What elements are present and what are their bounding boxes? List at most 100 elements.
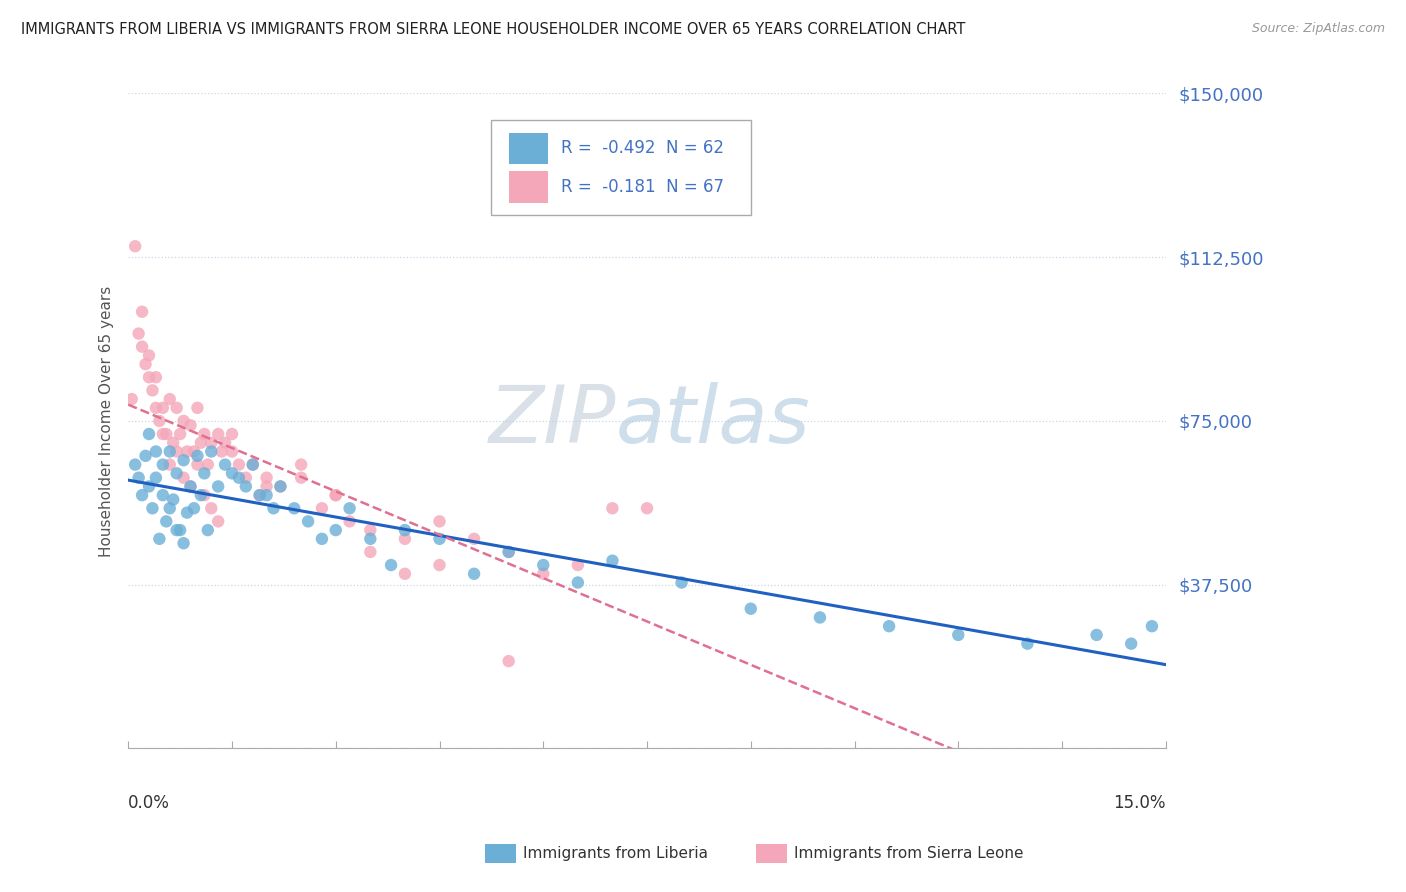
- Point: [242, 458, 264, 472]
- Point: [166, 444, 188, 458]
- Point: [567, 575, 589, 590]
- Point: [179, 418, 201, 433]
- Point: [179, 479, 201, 493]
- Point: [740, 601, 762, 615]
- Point: [269, 479, 291, 493]
- Point: [235, 479, 257, 493]
- Point: [173, 414, 195, 428]
- Point: [176, 506, 198, 520]
- Point: [162, 492, 184, 507]
- Point: [193, 488, 215, 502]
- Point: [429, 532, 451, 546]
- Point: [877, 619, 900, 633]
- Point: [1121, 637, 1143, 651]
- Point: [429, 558, 451, 572]
- Point: [197, 458, 219, 472]
- Point: [207, 514, 229, 528]
- Point: [207, 479, 229, 493]
- Point: [166, 467, 188, 481]
- Point: [359, 523, 381, 537]
- Point: [145, 471, 167, 485]
- Point: [200, 501, 222, 516]
- Point: [228, 458, 250, 472]
- Point: [155, 427, 177, 442]
- Point: [141, 501, 163, 516]
- Text: R =  -0.181  N = 67: R = -0.181 N = 67: [561, 178, 724, 196]
- Point: [214, 435, 236, 450]
- Point: [186, 458, 208, 472]
- Point: [145, 444, 167, 458]
- Point: [1140, 619, 1163, 633]
- Point: [193, 427, 215, 442]
- Point: [197, 523, 219, 537]
- Point: [200, 444, 222, 458]
- Point: [290, 471, 312, 485]
- Point: [948, 628, 970, 642]
- Point: [124, 458, 146, 472]
- Point: [138, 427, 160, 442]
- Point: [242, 458, 264, 472]
- Point: [200, 435, 222, 450]
- Point: [249, 488, 271, 502]
- Point: [183, 501, 205, 516]
- Point: [169, 427, 191, 442]
- Text: Source: ZipAtlas.com: Source: ZipAtlas.com: [1251, 22, 1385, 36]
- Point: [135, 357, 157, 371]
- Point: [186, 401, 208, 415]
- Point: [145, 370, 167, 384]
- Point: [671, 575, 693, 590]
- Point: [193, 467, 215, 481]
- Point: [159, 501, 181, 516]
- Point: [214, 458, 236, 472]
- Point: [429, 514, 451, 528]
- Point: [636, 501, 658, 516]
- Text: atlas: atlas: [616, 382, 811, 460]
- Point: [173, 536, 195, 550]
- Text: 0.0%: 0.0%: [128, 795, 170, 813]
- Point: [269, 479, 291, 493]
- Point: [463, 566, 485, 581]
- Point: [159, 444, 181, 458]
- Point: [159, 392, 181, 406]
- Point: [221, 467, 243, 481]
- Point: [148, 532, 170, 546]
- Point: [228, 471, 250, 485]
- Point: [463, 532, 485, 546]
- Point: [567, 558, 589, 572]
- Point: [183, 444, 205, 458]
- Point: [297, 514, 319, 528]
- Point: [531, 558, 554, 572]
- Point: [152, 427, 174, 442]
- Point: [207, 427, 229, 442]
- Point: [325, 488, 347, 502]
- Point: [135, 449, 157, 463]
- Point: [145, 401, 167, 415]
- Point: [311, 501, 333, 516]
- Point: [325, 523, 347, 537]
- Point: [162, 435, 184, 450]
- Point: [290, 458, 312, 472]
- Point: [221, 444, 243, 458]
- Point: [235, 471, 257, 485]
- Point: [256, 479, 278, 493]
- Point: [283, 501, 305, 516]
- Point: [152, 401, 174, 415]
- Point: [498, 654, 520, 668]
- Point: [311, 532, 333, 546]
- Point: [138, 348, 160, 362]
- Text: Immigrants from Sierra Leone: Immigrants from Sierra Leone: [794, 847, 1024, 861]
- Point: [359, 545, 381, 559]
- Point: [155, 514, 177, 528]
- Point: [152, 458, 174, 472]
- Point: [1017, 637, 1039, 651]
- Point: [148, 414, 170, 428]
- Point: [263, 501, 285, 516]
- Point: [131, 304, 153, 318]
- Point: [394, 532, 416, 546]
- Point: [131, 488, 153, 502]
- Y-axis label: Householder Income Over 65 years: Householder Income Over 65 years: [100, 285, 114, 557]
- Point: [602, 554, 624, 568]
- FancyBboxPatch shape: [509, 171, 548, 202]
- Point: [380, 558, 402, 572]
- Point: [249, 488, 271, 502]
